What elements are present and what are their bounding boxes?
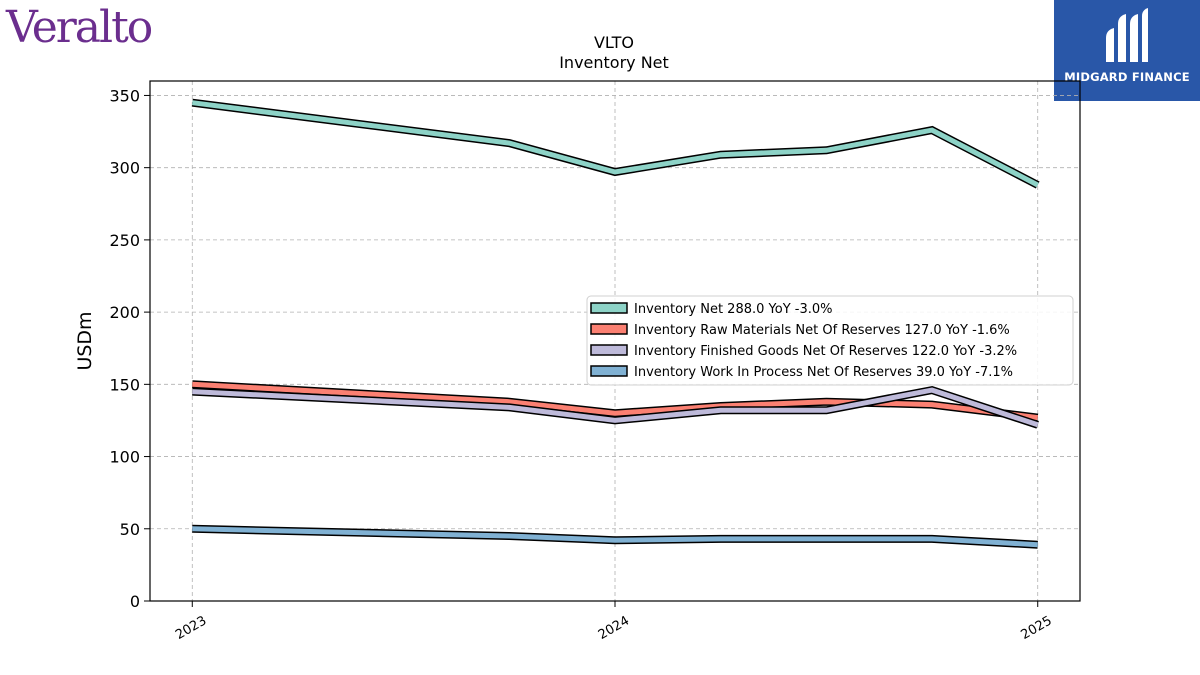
legend-box (586, 295, 1074, 386)
y-tick-label: 300 (109, 159, 140, 178)
y-tick-label: 150 (109, 375, 140, 394)
legend-swatch (590, 344, 628, 356)
series-line-4 (192, 526, 1038, 548)
y-tick-label: 0 (130, 592, 140, 611)
legend-swatch (590, 302, 628, 314)
legend: Inventory Net 288.0 YoY -3.0% Inventory R… (586, 295, 1074, 386)
series-line-1 (191, 100, 1039, 188)
x-tick-label: 2023 (173, 613, 209, 643)
y-tick-label: 200 (109, 303, 140, 322)
chart-subtitle: Inventory Net (559, 53, 669, 72)
series-layer (191, 98, 1040, 549)
y-tick-label: 100 (109, 448, 140, 467)
series-line-2 (192, 381, 1039, 421)
y-tick-label: 50 (120, 520, 140, 539)
legend-label: Inventory Net 288.0 YoY -3.0% (634, 302, 833, 317)
y-axis-ticks: 0 50 100 150 200 250 300 350 (109, 86, 150, 611)
midgard-finance-logo: MIDGARD FINANCE (1054, 0, 1200, 101)
x-tick-label: 2024 (596, 613, 632, 643)
veralto-logo: Veralto (6, 2, 153, 53)
legend-label: Inventory Work In Process Net Of Reserve… (634, 365, 1013, 380)
midgard-emblem-icon (1106, 8, 1148, 62)
legend-swatch (590, 365, 628, 377)
legend-swatch (590, 323, 628, 335)
y-tick-label: 350 (109, 86, 140, 105)
x-tick-label: 2025 (1019, 613, 1055, 643)
legend-label: Inventory Finished Goods Net Of Reserves… (634, 344, 1017, 359)
legend-label: Inventory Raw Materials Net Of Reserves … (634, 323, 1010, 338)
y-tick-label: 250 (109, 231, 140, 250)
x-axis-ticks: 2023 2024 2025 (173, 601, 1055, 643)
chart-title: VLTO (594, 33, 634, 52)
y-axis-label: USDm (74, 311, 96, 370)
series-line-3 (192, 387, 1039, 428)
midgard-finance-label: MIDGARD FINANCE (1064, 70, 1190, 84)
